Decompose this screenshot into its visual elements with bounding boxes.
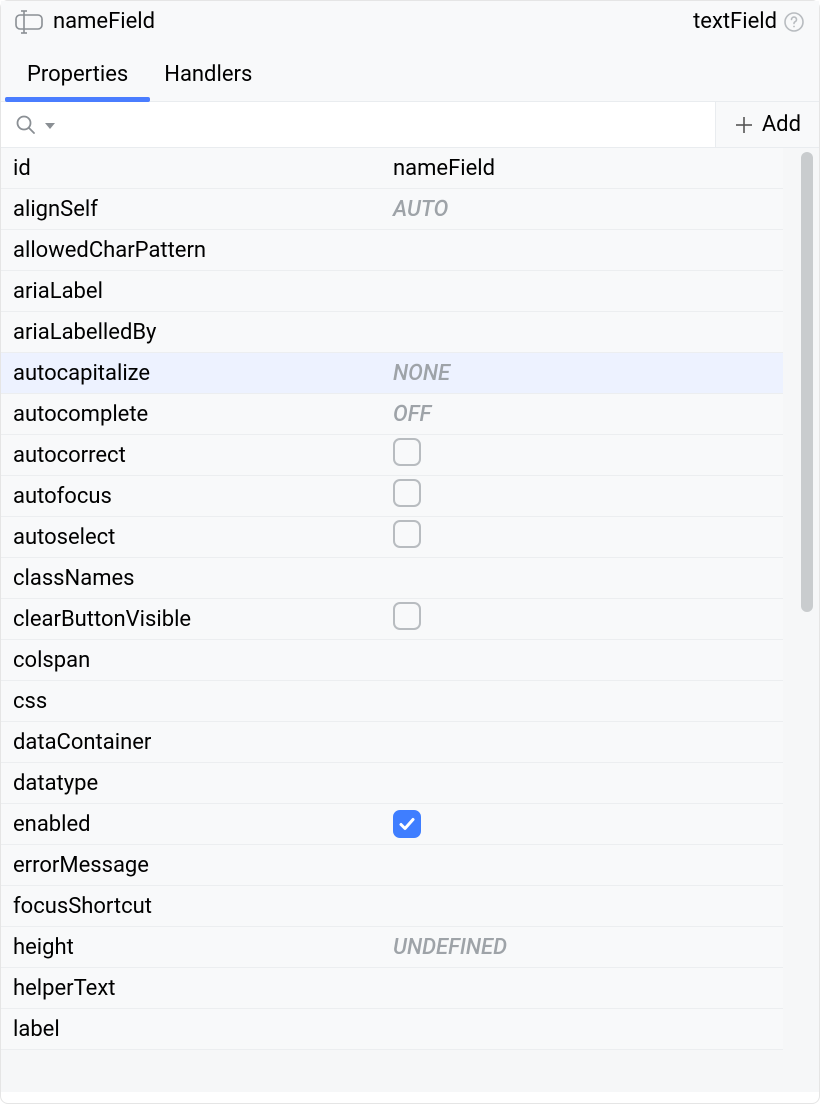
property-row[interactable]: autocompleteOFF: [1, 394, 783, 435]
property-name: ariaLabelledBy: [13, 320, 393, 345]
property-row[interactable]: ariaLabel: [1, 271, 783, 312]
property-row[interactable]: focusShortcut: [1, 886, 783, 927]
property-row[interactable]: classNames: [1, 558, 783, 599]
property-row[interactable]: colspan: [1, 640, 783, 681]
property-name: focusShortcut: [13, 894, 393, 919]
property-name: errorMessage: [13, 853, 393, 878]
property-name: autocapitalize: [13, 361, 393, 386]
property-row[interactable]: datatype: [1, 763, 783, 804]
property-value[interactable]: AUTO: [393, 197, 771, 222]
property-name: alignSelf: [13, 197, 393, 222]
property-name: datatype: [13, 771, 393, 796]
property-row[interactable]: enabled: [1, 804, 783, 845]
tab-handlers[interactable]: Handlers: [164, 62, 252, 101]
property-row[interactable]: alignSelfAUTO: [1, 189, 783, 230]
property-value[interactable]: NONE: [393, 361, 771, 386]
property-value[interactable]: [393, 479, 771, 513]
checkbox[interactable]: [393, 602, 421, 630]
properties-list-wrap: idnameFieldalignSelfAUTOallowedCharPatte…: [1, 148, 819, 1092]
property-row[interactable]: autocorrect: [1, 435, 783, 476]
property-row[interactable]: css: [1, 681, 783, 722]
header-right: textField: [693, 9, 805, 34]
property-name: allowedCharPattern: [13, 238, 393, 263]
scrollbar[interactable]: [801, 152, 813, 612]
property-name: dataContainer: [13, 730, 393, 755]
property-name: label: [13, 1017, 393, 1042]
property-value[interactable]: [393, 810, 771, 839]
checkbox[interactable]: [393, 520, 421, 548]
add-button[interactable]: Add: [715, 102, 819, 147]
property-name: helperText: [13, 976, 393, 1001]
panel-header: nameField textField: [1, 1, 819, 40]
property-value[interactable]: [393, 602, 771, 636]
property-name: id: [13, 156, 393, 181]
property-name: height: [13, 935, 393, 960]
search-icon[interactable]: [15, 114, 41, 136]
property-name: colspan: [13, 648, 393, 673]
property-row[interactable]: allowedCharPattern: [1, 230, 783, 271]
add-button-label: Add: [762, 112, 801, 137]
property-name: enabled: [13, 812, 393, 837]
property-name: autofocus: [13, 484, 393, 509]
property-value[interactable]: [393, 520, 771, 554]
property-value[interactable]: [393, 438, 771, 472]
property-name: css: [13, 689, 393, 714]
property-name: clearButtonVisible: [13, 607, 393, 632]
checkbox[interactable]: [393, 438, 421, 466]
help-icon[interactable]: [783, 11, 805, 33]
plus-icon: [734, 115, 754, 135]
property-name: ariaLabel: [13, 279, 393, 304]
property-name: autocorrect: [13, 443, 393, 468]
property-name: autoselect: [13, 525, 393, 550]
chevron-down-icon[interactable]: [45, 114, 55, 136]
checkbox[interactable]: [393, 479, 421, 507]
property-row[interactable]: heightUNDEFINED: [1, 927, 783, 968]
property-value-placeholder: NONE: [393, 361, 450, 386]
property-value-placeholder: OFF: [393, 402, 431, 427]
properties-list: idnameFieldalignSelfAUTOallowedCharPatte…: [1, 148, 819, 1050]
tabs: Properties Handlers: [1, 40, 819, 102]
property-name: classNames: [13, 566, 393, 591]
property-row[interactable]: label: [1, 1009, 783, 1050]
search-input[interactable]: [59, 113, 701, 136]
header-left: nameField: [15, 9, 155, 34]
property-row[interactable]: dataContainer: [1, 722, 783, 763]
property-value[interactable]: nameField: [393, 156, 771, 181]
checkbox[interactable]: [393, 810, 421, 838]
property-row[interactable]: autofocus: [1, 476, 783, 517]
component-title: nameField: [53, 9, 155, 34]
property-value[interactable]: UNDEFINED: [393, 935, 771, 960]
property-row[interactable]: idnameField: [1, 148, 783, 189]
textfield-icon: [15, 10, 43, 34]
property-row[interactable]: clearButtonVisible: [1, 599, 783, 640]
property-row[interactable]: autoselect: [1, 517, 783, 558]
toolbar: Add: [1, 102, 819, 148]
tab-properties[interactable]: Properties: [27, 62, 128, 101]
property-row[interactable]: errorMessage: [1, 845, 783, 886]
property-value-placeholder: AUTO: [393, 197, 448, 222]
property-value[interactable]: OFF: [393, 402, 771, 427]
property-name: autocomplete: [13, 402, 393, 427]
property-value-text: nameField: [393, 156, 495, 181]
property-value-placeholder: UNDEFINED: [393, 935, 507, 960]
property-row[interactable]: autocapitalizeNONE: [1, 353, 783, 394]
property-row[interactable]: helperText: [1, 968, 783, 1009]
property-row[interactable]: ariaLabelledBy: [1, 312, 783, 353]
search-wrap: [1, 102, 715, 147]
component-type-label: textField: [693, 9, 777, 34]
